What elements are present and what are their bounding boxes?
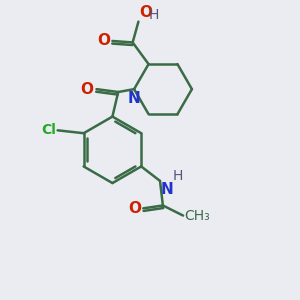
Text: H: H <box>172 169 182 183</box>
Text: O: O <box>128 201 141 216</box>
Text: N: N <box>128 91 140 106</box>
Text: H: H <box>148 8 159 22</box>
Text: Cl: Cl <box>41 123 56 137</box>
Text: N: N <box>160 182 173 197</box>
Text: CH₃: CH₃ <box>184 208 210 223</box>
Text: O: O <box>139 5 152 20</box>
Text: O: O <box>97 34 110 49</box>
Text: O: O <box>81 82 94 97</box>
